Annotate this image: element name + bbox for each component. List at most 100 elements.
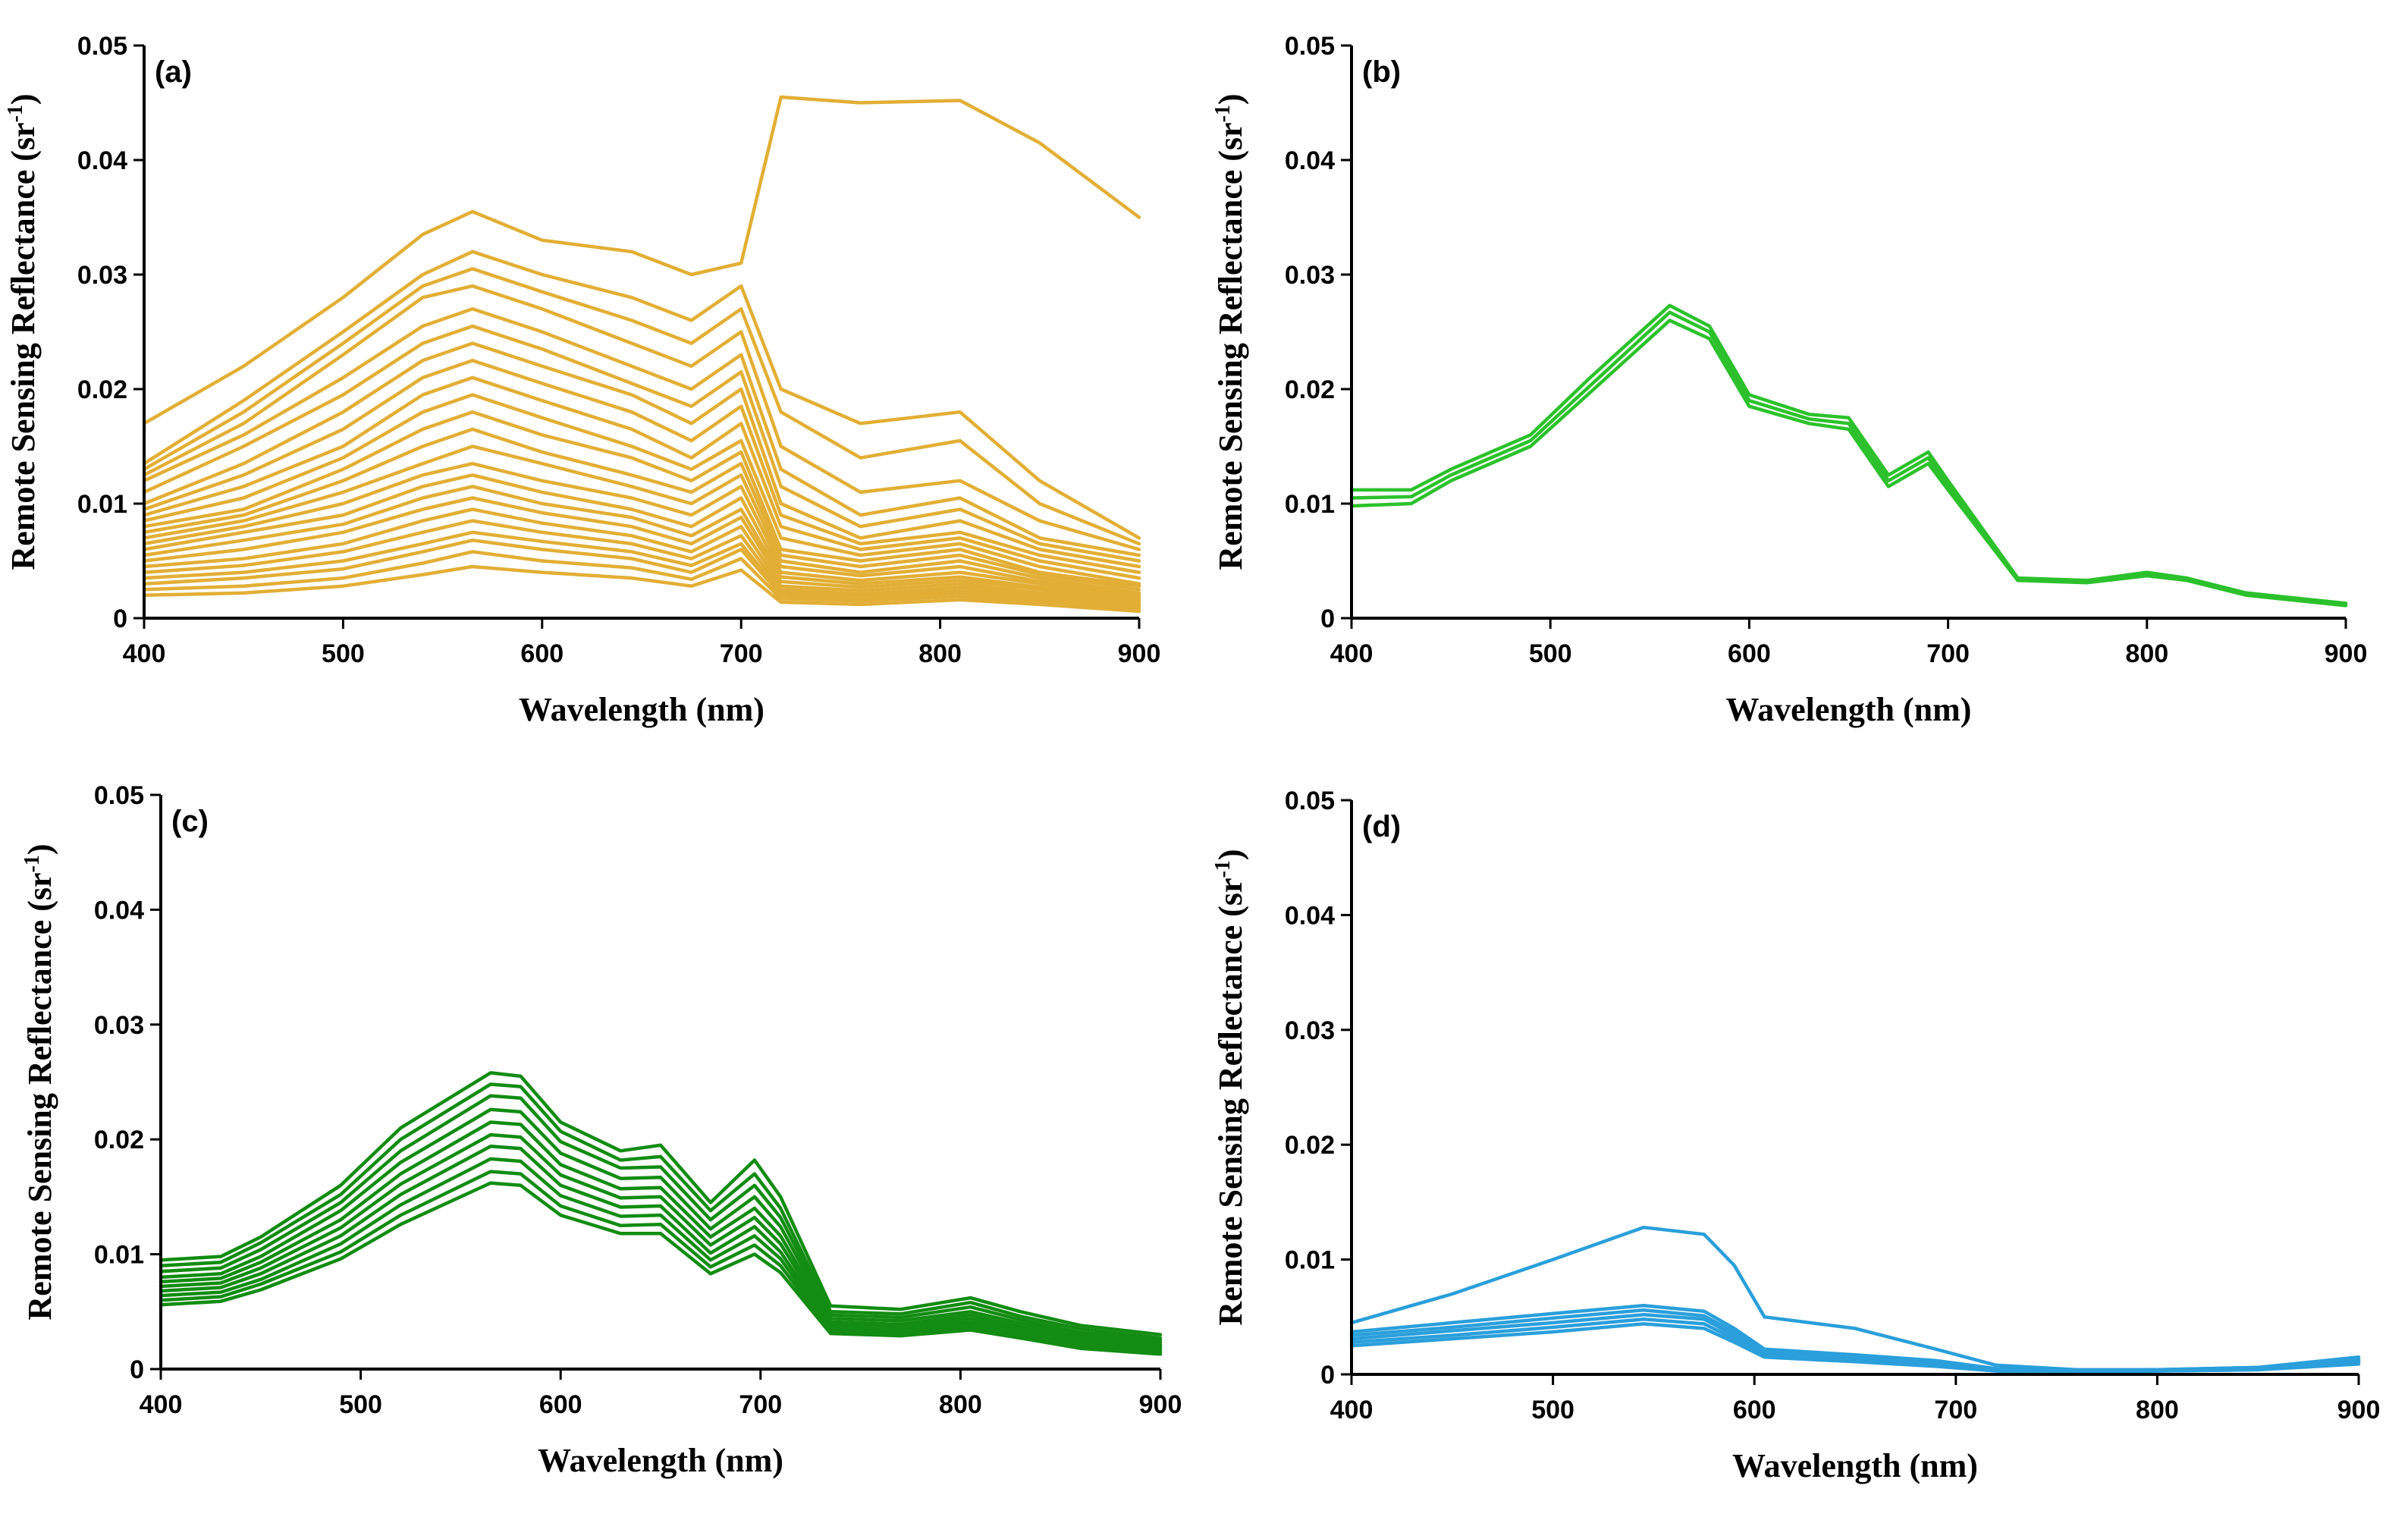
x-tick-label: 900 bbox=[1118, 639, 1161, 668]
y-tick-label: 0.03 bbox=[1285, 1016, 1335, 1045]
panel-label: (d) bbox=[1362, 810, 1401, 843]
y-axis-label-close: ) bbox=[5, 93, 42, 105]
x-tick-label: 500 bbox=[1529, 639, 1572, 668]
x-tick-label: 600 bbox=[1728, 639, 1771, 668]
y-tick-label: 0.05 bbox=[77, 32, 127, 61]
y-tick-label: 0.03 bbox=[1285, 261, 1335, 290]
y-tick-label: 0.02 bbox=[77, 375, 127, 404]
series-line-a-10 bbox=[142, 393, 1141, 586]
x-tick-label: 800 bbox=[2125, 639, 2168, 668]
series-line-a-3 bbox=[142, 267, 1141, 546]
series-line-c-2 bbox=[159, 1082, 1163, 1340]
series-line-a-18 bbox=[142, 507, 1141, 605]
y-tick-label: 0.05 bbox=[1285, 787, 1335, 815]
series-line-a-21 bbox=[142, 539, 1141, 609]
x-axis-label: Wavelength (nm) bbox=[538, 1442, 783, 1479]
y-tick-label: 0.02 bbox=[1285, 1131, 1335, 1160]
y-axis-label: Remote Sensing Reflectance (sr-1) bbox=[1211, 849, 1249, 1325]
series-line-c-1 bbox=[159, 1071, 1163, 1336]
y-axis-label-close: ) bbox=[1212, 93, 1249, 105]
x-tick-label: 700 bbox=[1926, 639, 1970, 668]
y-axis-label-superscript: -1 bbox=[20, 855, 44, 872]
y-tick-label: 0.01 bbox=[1285, 490, 1335, 519]
y-axis-label-superscript: -1 bbox=[1211, 105, 1235, 122]
series-line-c-9 bbox=[159, 1170, 1163, 1354]
series-line-c-8 bbox=[159, 1157, 1163, 1352]
panel-d: 400 500 600 700 800 900 0 0.01 0.02 0.03 0.04 0.05 (… bbox=[1211, 787, 2380, 1484]
x-tick-label: 500 bbox=[322, 639, 365, 668]
series-line-b-1 bbox=[1349, 303, 2348, 605]
y-tick-label: 0.02 bbox=[94, 1126, 144, 1154]
y-tick-label: 0.01 bbox=[77, 490, 127, 519]
x-tick-label: 500 bbox=[339, 1390, 382, 1419]
y-axis-label: Remote Sensing Reflectance (sr-1) bbox=[1211, 93, 1249, 570]
y-axis-label-text: Remote Sensing Reflectance (sr bbox=[1212, 878, 1249, 1325]
series-line-b-3 bbox=[1349, 319, 2348, 608]
series-line-a-20 bbox=[142, 530, 1141, 608]
y-tick-label: 0.02 bbox=[1285, 375, 1335, 404]
y-tick-label: 0 bbox=[1320, 605, 1335, 633]
x-tick-label: 800 bbox=[918, 639, 962, 668]
y-tick-label: 0 bbox=[113, 605, 127, 633]
panel-a: 400 500 600 700 800 900 0 0.01 0.02 0.03 0.04 0.05 (… bbox=[4, 32, 1160, 728]
x-tick-label: 400 bbox=[1330, 1396, 1374, 1424]
y-tick-label: 0.01 bbox=[94, 1241, 144, 1270]
series-line-a-8 bbox=[142, 359, 1141, 574]
series-line-a-7 bbox=[142, 341, 1141, 569]
y-axis-label: Remote Sensing Reflectance (sr-1) bbox=[4, 93, 42, 570]
y-tick-label: 0.03 bbox=[94, 1011, 144, 1040]
panel-label: (a) bbox=[155, 55, 192, 89]
y-tick-label: 0 bbox=[1320, 1361, 1335, 1390]
y-tick-label: 0.03 bbox=[77, 261, 127, 290]
series-line-a-2 bbox=[142, 250, 1141, 540]
series-line-a-14 bbox=[142, 461, 1141, 598]
x-tick-label: 800 bbox=[2136, 1396, 2179, 1424]
series-line-a-6 bbox=[142, 324, 1141, 563]
x-axis-label: Wavelength (nm) bbox=[519, 691, 764, 728]
y-axis-label-text: Remote Sensing Reflectance (sr bbox=[1212, 122, 1249, 570]
series-line-a-16 bbox=[142, 485, 1141, 602]
series-line-a-23 bbox=[142, 564, 1141, 614]
series-line-c-6 bbox=[159, 1132, 1163, 1348]
x-tick-label: 400 bbox=[140, 1390, 183, 1419]
x-tick-label: 600 bbox=[1733, 1396, 1776, 1424]
x-tick-label: 800 bbox=[939, 1390, 982, 1419]
series-line-c-5 bbox=[159, 1120, 1163, 1347]
series-line-a-1 bbox=[142, 95, 1141, 426]
y-tick-label: 0.01 bbox=[1285, 1246, 1335, 1275]
y-axis-label-superscript: -1 bbox=[1211, 860, 1235, 878]
y-tick-label: 0.04 bbox=[77, 146, 127, 175]
y-axis-label: Remote Sensing Reflectance (sr-1) bbox=[20, 843, 58, 1320]
y-tick-label: 0.04 bbox=[1285, 146, 1335, 175]
x-tick-label: 900 bbox=[2337, 1396, 2381, 1424]
x-tick-label: 700 bbox=[739, 1390, 782, 1419]
series-line-a-5 bbox=[142, 307, 1141, 557]
x-axis-label: Wavelength (nm) bbox=[1732, 1447, 1978, 1484]
x-axis-label: Wavelength (nm) bbox=[1726, 691, 1972, 728]
y-axis-label-close: ) bbox=[1212, 849, 1249, 860]
series-line-a-12 bbox=[142, 427, 1141, 592]
y-tick-label: 0.04 bbox=[1285, 901, 1335, 930]
panel-label: (b) bbox=[1362, 55, 1401, 89]
series-line-a-19 bbox=[142, 519, 1141, 607]
series-line-a-11 bbox=[142, 410, 1141, 588]
series-line-c-3 bbox=[159, 1094, 1163, 1343]
x-tick-label: 700 bbox=[1934, 1396, 1977, 1424]
x-tick-label: 600 bbox=[520, 639, 564, 668]
panel-b: 400 500 600 700 800 900 0 0.01 0.02 0.03 0.04 0.05 (… bbox=[1211, 32, 2367, 728]
series-line-d-6 bbox=[1349, 1322, 2361, 1374]
series-line-a-17 bbox=[142, 496, 1141, 603]
series-line-a-4 bbox=[142, 284, 1141, 551]
panel-c: 400 500 600 700 800 900 0 0.01 0.02 0.03 0.04 0.05 (… bbox=[20, 781, 1182, 1479]
y-axis-label-superscript: -1 bbox=[4, 105, 27, 122]
series-line-c-10 bbox=[159, 1181, 1163, 1356]
y-tick-label: 0.04 bbox=[94, 896, 144, 925]
x-tick-label: 400 bbox=[1330, 639, 1374, 668]
series-line-a-15 bbox=[142, 473, 1141, 600]
series-line-c-7 bbox=[159, 1145, 1163, 1350]
y-axis-label-text: Remote Sensing Reflectance (sr bbox=[5, 122, 42, 570]
series-line-a-22 bbox=[142, 550, 1141, 611]
y-tick-label: 0 bbox=[130, 1355, 144, 1384]
x-tick-label: 600 bbox=[539, 1390, 582, 1419]
